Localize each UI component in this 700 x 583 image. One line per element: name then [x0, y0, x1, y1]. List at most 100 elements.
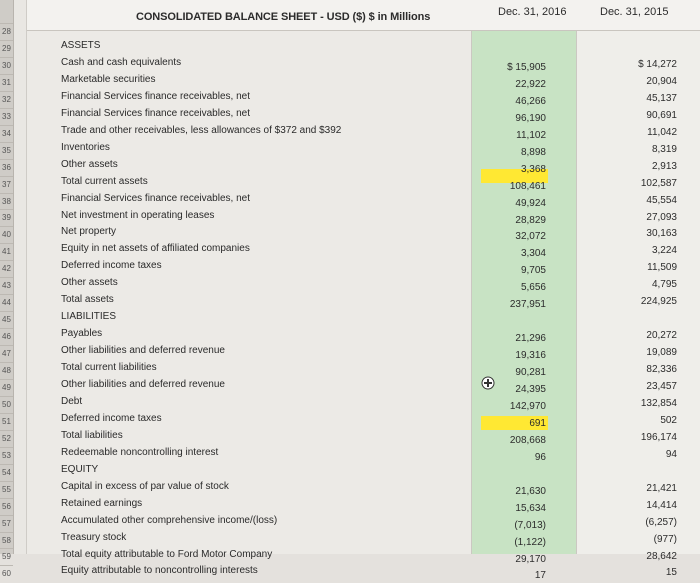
value-dec-2016[interactable]: 3,368 — [520, 163, 546, 175]
value-dec-2015[interactable]: 27,093 — [646, 211, 677, 223]
value-dec-2015[interactable]: (6,257) — [645, 516, 677, 528]
row-number[interactable]: 52 — [0, 429, 13, 448]
row-label[interactable]: Equity in net assets of affiliated compa… — [61, 243, 250, 255]
value-dec-2016[interactable]: 237,951 — [509, 299, 546, 311]
row-number[interactable]: 56 — [0, 497, 13, 516]
row-label[interactable]: Net property — [61, 226, 117, 238]
row-number[interactable]: 49 — [0, 378, 13, 397]
value-dec-2016[interactable]: (7,013) — [514, 519, 546, 531]
row-number[interactable]: 43 — [0, 277, 13, 295]
row-label[interactable]: Retained earnings — [61, 497, 143, 509]
value-dec-2015[interactable]: 2,913 — [651, 160, 677, 172]
row-number[interactable]: 31 — [0, 73, 13, 92]
value-dec-2016[interactable]: 19,316 — [515, 350, 546, 362]
row-label[interactable]: Treasury stock — [61, 531, 127, 543]
value-dec-2016[interactable]: 96,190 — [515, 112, 546, 124]
value-dec-2016[interactable]: 17 — [534, 570, 546, 582]
value-dec-2016[interactable]: 22,922 — [515, 78, 546, 90]
row-number[interactable]: 28 — [0, 23, 13, 41]
value-dec-2016[interactable]: $ 15,905 — [507, 61, 546, 73]
value-dec-2016[interactable]: 11,102 — [516, 129, 546, 141]
value-dec-2016[interactable]: 9,705 — [520, 265, 546, 277]
value-dec-2016[interactable]: 108,461 — [509, 180, 546, 192]
row-number[interactable]: 59 — [0, 548, 13, 566]
value-dec-2016[interactable]: 24,395 — [515, 384, 546, 395]
value-dec-2016[interactable]: 15,634 — [515, 502, 546, 514]
row-number[interactable]: 42 — [0, 260, 13, 278]
value-dec-2015[interactable]: 21,421 — [646, 482, 677, 494]
row-number[interactable]: 41 — [0, 243, 13, 261]
row-number[interactable]: 55 — [0, 480, 13, 499]
row-number[interactable]: 58 — [0, 531, 13, 550]
row-label[interactable]: Other assets — [61, 158, 118, 170]
row-number[interactable]: 44 — [0, 294, 13, 312]
row-label[interactable]: Financial Services finance receivables, … — [61, 90, 250, 102]
value-dec-2015[interactable]: 45,554 — [646, 194, 677, 206]
value-dec-2015[interactable]: 196,174 — [640, 431, 677, 443]
row-number[interactable]: 51 — [0, 412, 13, 431]
row-number[interactable]: 29 — [0, 39, 13, 58]
row-number[interactable]: 57 — [0, 514, 13, 533]
row-number[interactable]: 54 — [0, 463, 13, 482]
row-number[interactable]: 60 — [0, 565, 13, 583]
row-label[interactable]: Other liabilities and deferred revenue — [61, 345, 225, 357]
row-number[interactable]: 53 — [0, 446, 13, 465]
row-number-gutter[interactable]: 28 29 30 31 32 33 34 35 36 37 38 39 40 41 42 43 44 45 46 47… — [0, 0, 14, 578]
row-label[interactable]: Inventories — [61, 141, 110, 153]
value-dec-2015[interactable]: 45,137 — [646, 92, 677, 104]
row-label[interactable]: Net investment in operating leases — [61, 209, 215, 221]
value-dec-2015[interactable]: 3,224 — [651, 245, 677, 257]
value-dec-2015[interactable]: 132,854 — [640, 397, 677, 409]
row-label[interactable]: Other liabilities and deferred revenue — [61, 379, 225, 390]
row-label[interactable]: Marketable securities — [61, 73, 156, 85]
value-dec-2016[interactable]: 3,304 — [520, 248, 546, 260]
value-dec-2015[interactable]: 11,509 — [647, 262, 677, 274]
value-dec-2016[interactable]: 691 — [529, 417, 546, 429]
row-label[interactable]: EQUITY — [61, 463, 99, 475]
row-number[interactable]: 45 — [0, 311, 13, 329]
row-label[interactable]: Total current assets — [61, 175, 148, 187]
value-dec-2016[interactable]: 32,072 — [515, 231, 546, 243]
value-dec-2015[interactable]: 102,587 — [640, 177, 677, 189]
value-dec-2016[interactable]: 29,170 — [515, 553, 546, 565]
row-label[interactable]: Redeemable noncontrolling interest — [61, 446, 219, 458]
value-dec-2015[interactable]: 20,904 — [646, 75, 677, 87]
value-dec-2015[interactable]: 20,272 — [646, 330, 677, 342]
value-dec-2015[interactable]: 82,336 — [646, 364, 677, 376]
value-dec-2016[interactable]: 49,924 — [515, 197, 546, 209]
value-dec-2015[interactable]: 8,319 — [651, 143, 677, 155]
value-dec-2015[interactable]: 14,414 — [646, 499, 677, 511]
row-number[interactable]: 37 — [0, 175, 13, 194]
value-dec-2015[interactable]: 30,163 — [646, 228, 677, 240]
row-label[interactable]: Total equity attributable to Ford Motor … — [61, 548, 273, 560]
value-dec-2015[interactable]: 28,642 — [646, 550, 677, 562]
row-number[interactable]: 34 — [0, 124, 13, 143]
value-dec-2015[interactable]: 90,691 — [646, 109, 677, 121]
value-dec-2016[interactable]: 8,898 — [520, 146, 546, 158]
value-dec-2016[interactable]: 90,281 — [515, 367, 546, 379]
row-label[interactable]: Deferred income taxes — [61, 260, 162, 272]
value-dec-2015[interactable]: 19,089 — [646, 347, 677, 359]
row-label[interactable]: Cash and cash equivalents — [61, 56, 182, 68]
row-label[interactable]: Financial Services finance receivables, … — [61, 192, 250, 204]
row-label[interactable]: Payables — [61, 328, 103, 340]
row-label[interactable]: Trade and other receivables, less allowa… — [61, 124, 342, 136]
value-dec-2016[interactable]: 46,266 — [515, 95, 546, 107]
value-dec-2016[interactable]: 28,829 — [515, 214, 546, 226]
value-dec-2015[interactable]: 11,042 — [647, 126, 677, 138]
value-dec-2015[interactable]: $ 14,272 — [638, 58, 677, 70]
value-dec-2015[interactable]: 15 — [665, 567, 677, 579]
value-dec-2015[interactable]: 502 — [660, 414, 677, 426]
header-dec-2016[interactable]: Dec. 31, 2016 — [498, 6, 567, 18]
row-label[interactable]: Equity attributable to noncontrolling in… — [61, 565, 258, 577]
row-label[interactable]: Total assets — [61, 294, 114, 306]
row-number[interactable]: 30 — [0, 56, 13, 75]
row-label[interactable]: LIABILITIES — [61, 311, 117, 323]
value-dec-2016[interactable]: 142,970 — [509, 400, 546, 412]
row-label[interactable]: Accumulated other comprehensive income/(… — [61, 514, 278, 526]
row-number[interactable]: 38 — [0, 192, 13, 211]
value-dec-2016[interactable]: 5,656 — [520, 282, 546, 294]
value-dec-2015[interactable]: (977) — [653, 533, 677, 545]
value-dec-2016[interactable]: 21,296 — [515, 333, 546, 345]
row-number[interactable]: 33 — [0, 107, 13, 126]
